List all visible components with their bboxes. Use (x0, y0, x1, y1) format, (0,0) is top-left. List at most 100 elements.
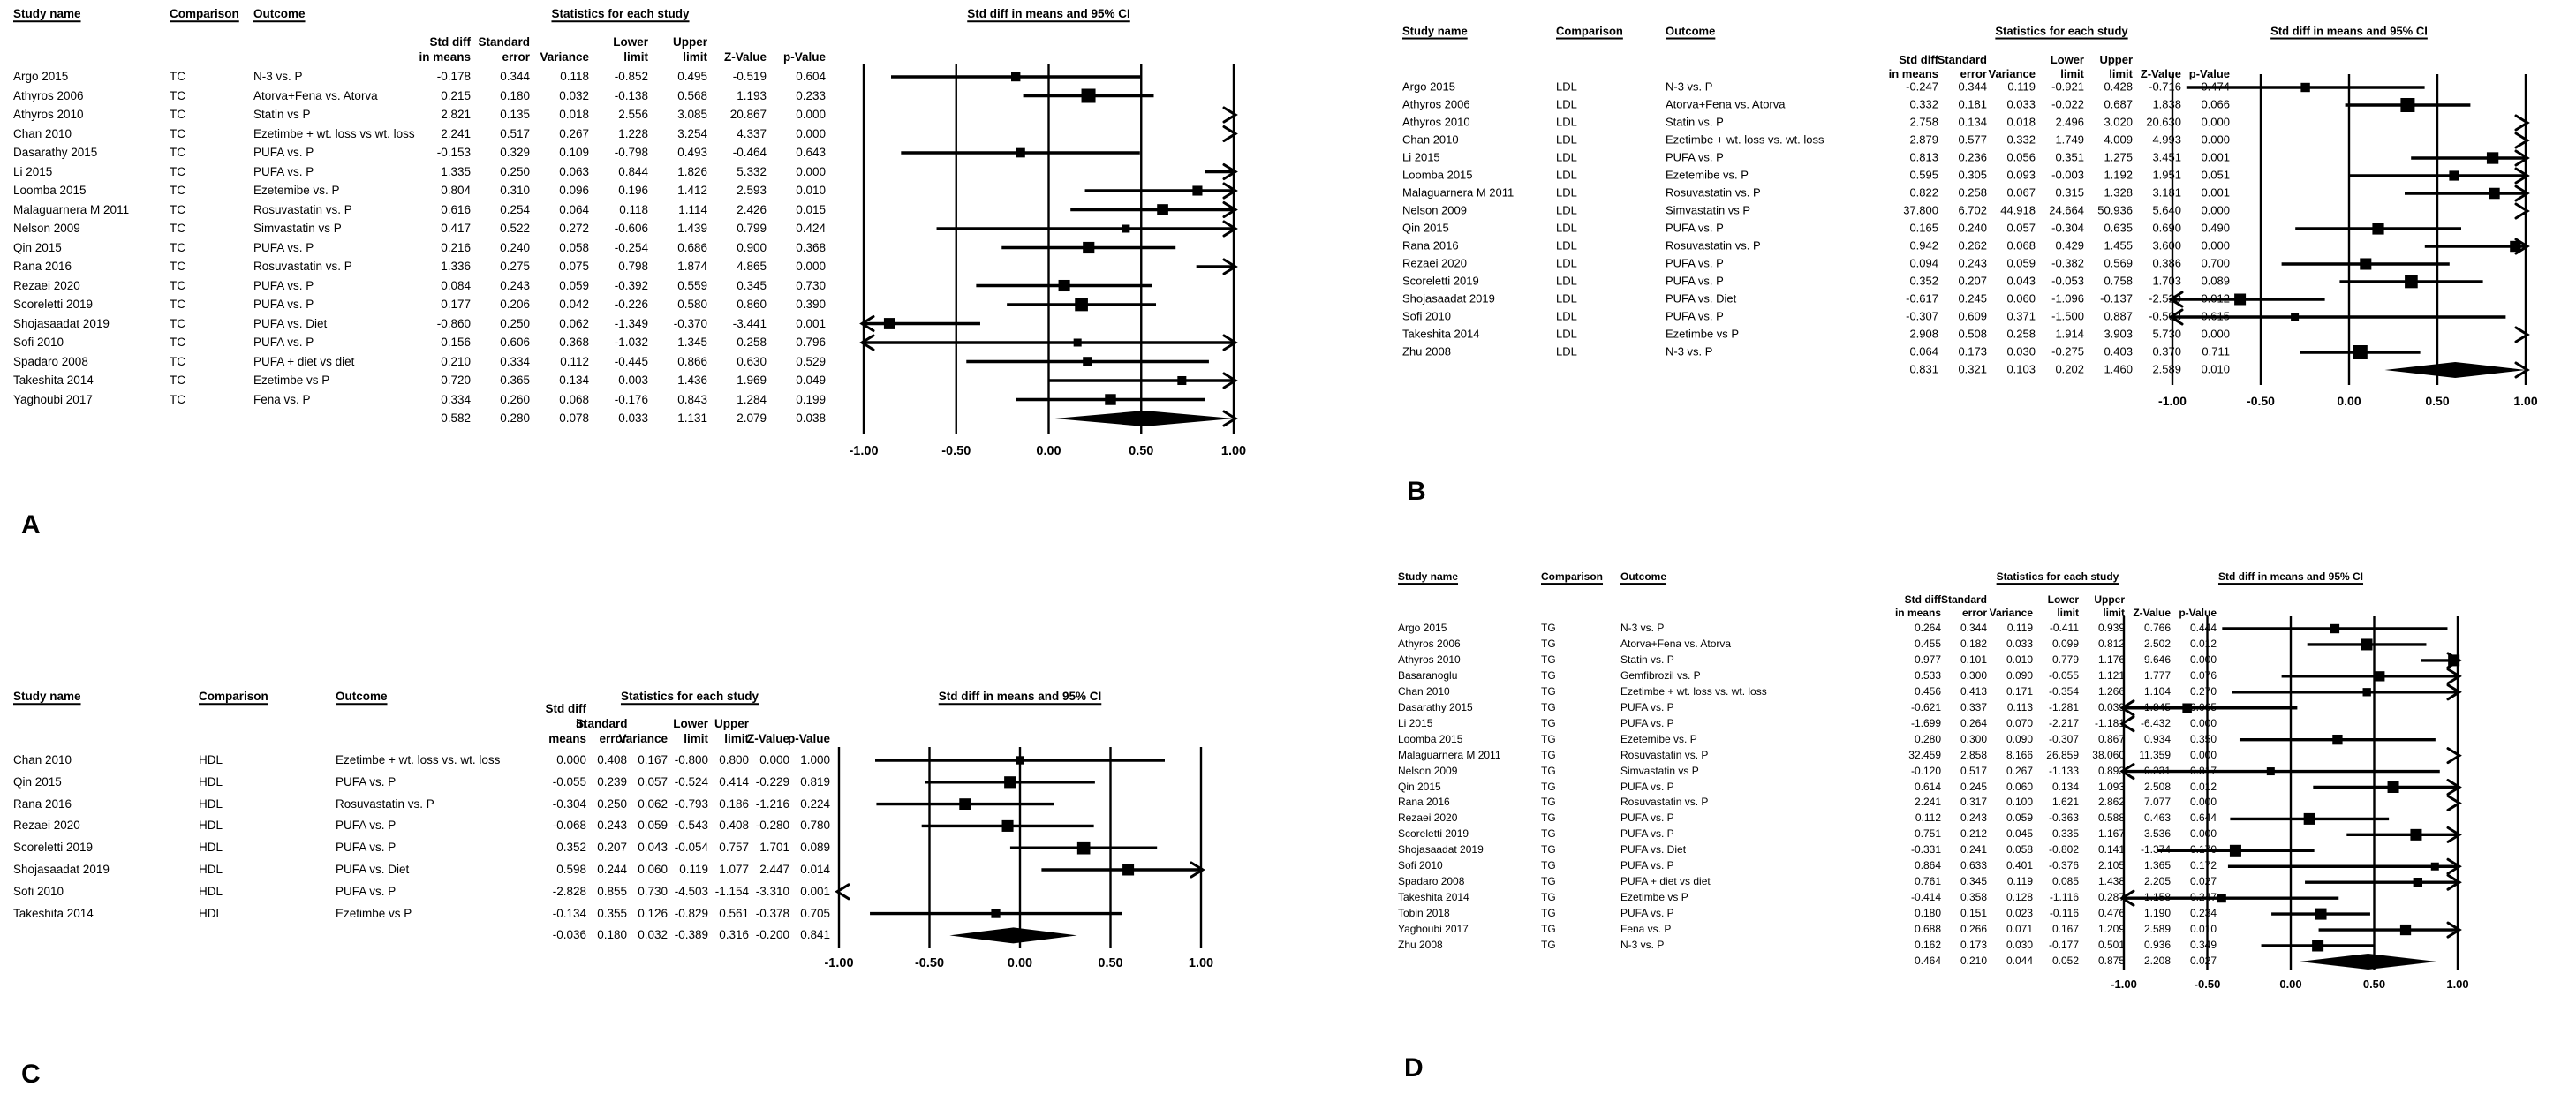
comparison-cell: TC (170, 392, 185, 406)
stat-cell: 0.010 (2189, 923, 2217, 936)
study-name-cell: Scoreletti 2019 (13, 298, 94, 312)
stat-cell: 0.100 (2006, 796, 2033, 809)
comparison-cell: TC (170, 354, 185, 368)
stat-cell: 0.119 (2007, 79, 2036, 94)
stat-cell: 1.192 (2104, 168, 2133, 182)
stat-cell: -1.216 (755, 796, 789, 811)
stat-cell: 0.350 (2189, 732, 2217, 745)
ci-offscale-right-arrow (2514, 202, 2530, 220)
axis-tick-label: 1.00 (2513, 394, 2537, 408)
effect-square (1157, 204, 1168, 215)
stat-cell: 0.071 (2006, 923, 2033, 936)
stat-cell: 0.860 (737, 298, 767, 312)
outcome-cell: Statin vs. P (1620, 653, 1674, 666)
stat-cell: 0.216 (441, 240, 471, 254)
stat-cell: -0.392 (614, 278, 648, 292)
stat-cell: 0.181 (1958, 97, 1987, 111)
stat-cell: 0.630 (737, 354, 767, 368)
stat-cell: 1.336 (441, 260, 471, 274)
summary-stat-cell: -0.200 (755, 928, 789, 942)
stat-cell: 0.000 (2201, 238, 2230, 253)
study-name-cell: Li 2015 (13, 164, 53, 178)
stat-cell: 0.455 (1914, 638, 1941, 651)
ci-offscale-right-arrow (2446, 794, 2462, 811)
stat-cell: 0.042 (559, 298, 589, 312)
summary-diamond (2299, 953, 2437, 970)
stat-cell: 0.051 (2201, 168, 2230, 182)
stat-cell: 0.300 (1960, 668, 1987, 682)
stat-cell: 2.556 (618, 108, 648, 122)
stats-group-header: Statistics for each study (1995, 24, 2128, 38)
ci-right-arrow (2446, 683, 2462, 701)
stat-cell: 0.090 (2006, 668, 2033, 682)
stat-cell: 0.250 (597, 796, 627, 811)
stat-cell: 0.804 (441, 184, 471, 198)
stat-cell: 0.867 (2097, 732, 2125, 745)
comparison-cell: LDL (1556, 291, 1577, 306)
stat-cell: 0.688 (1914, 923, 1941, 936)
effect-square (2413, 878, 2423, 887)
stat-cell: 20.630 (2146, 115, 2181, 129)
stat-column-header: Z-Value (2140, 66, 2181, 80)
stat-cell: -1.158 (2140, 891, 2171, 904)
stat-cell: 0.476 (2097, 907, 2125, 920)
stat-cell: 2.821 (441, 108, 471, 122)
stat-cell: 2.241 (1914, 796, 1941, 809)
study-name-cell: Athyros 2006 (13, 88, 84, 102)
stat-cell: 0.057 (638, 775, 668, 789)
comparison-cell: TG (1541, 891, 1556, 904)
study-name-cell: Sofi 2010 (1398, 859, 1443, 872)
stat-cell: 0.568 (677, 88, 707, 102)
stat-cell: 0.351 (2055, 150, 2084, 164)
stat-cell: 0.119 (2006, 622, 2033, 635)
effect-square (1122, 224, 1130, 233)
ci-right-arrow (1222, 334, 1238, 351)
stat-cell: 0.057 (2006, 221, 2036, 235)
stat-column-header: Variance (1989, 607, 2033, 619)
outcome-cell: Ezetimbe vs P (1666, 327, 1740, 341)
stat-cell: 0.254 (500, 202, 530, 216)
study-name-cell: Takeshita 2014 (13, 906, 94, 920)
stat-cell: 0.089 (2201, 274, 2230, 288)
stat-cell: 0.060 (2006, 291, 2036, 306)
comparison-cell: TC (170, 184, 185, 198)
stat-cell: 2.589 (2143, 923, 2171, 936)
stat-cell: -0.382 (2051, 256, 2084, 270)
study-name-cell: Loomba 2015 (13, 184, 87, 198)
outcome-cell: PUFA vs. P (336, 819, 397, 833)
comparison-cell: TG (1541, 923, 1556, 936)
stat-cell: 5.332 (737, 164, 767, 178)
ci-right-arrow (2446, 779, 2462, 796)
stat-cell: -0.519 (732, 70, 767, 84)
outcome-cell: PUFA vs. P (1620, 700, 1674, 713)
stat-cell: 1.077 (719, 863, 749, 877)
stat-cell: 0.001 (2201, 150, 2230, 164)
axis-tick-label: 0.00 (2337, 394, 2361, 408)
stat-cell: 0.247 (2189, 891, 2217, 904)
stat-column-header: Upper limit (2099, 52, 2133, 80)
stat-cell: 0.135 (500, 108, 530, 122)
summary-stat-cell: 0.321 (1958, 362, 1987, 376)
stat-cell: 2.758 (1909, 115, 1938, 129)
stat-cell: 0.212 (1960, 827, 1987, 841)
comparison-cell: TC (170, 260, 185, 274)
study-name-cell: Nelson 2009 (13, 222, 80, 236)
outcome-cell: Simvastatin vs P (253, 222, 342, 236)
stat-cell: -0.231 (2140, 764, 2171, 777)
stat-cell: 1.335 (441, 164, 471, 178)
study-name-cell: Yaghoubi 2017 (13, 392, 93, 406)
stat-cell: 0.700 (2201, 256, 2230, 270)
stat-cell: 9.646 (2143, 653, 2171, 666)
axis-tick-label: -1.00 (824, 956, 853, 970)
comparison-cell: LDL (1556, 238, 1577, 253)
stat-cell: 0.403 (2104, 344, 2133, 358)
axis-tick-label: -0.50 (941, 444, 971, 458)
comparison-cell: TG (1541, 780, 1556, 793)
stat-cell: -1.096 (2051, 291, 2084, 306)
study-name-cell: Argo 2015 (1398, 622, 1447, 635)
outcome-cell: PUFA vs. Diet (1666, 291, 1737, 306)
effect-square (2489, 187, 2500, 200)
axis-tick-label: -1.00 (2111, 977, 2137, 991)
stat-cell: 0.210 (441, 354, 471, 368)
study-name-cell: Nelson 2009 (1402, 203, 1467, 217)
